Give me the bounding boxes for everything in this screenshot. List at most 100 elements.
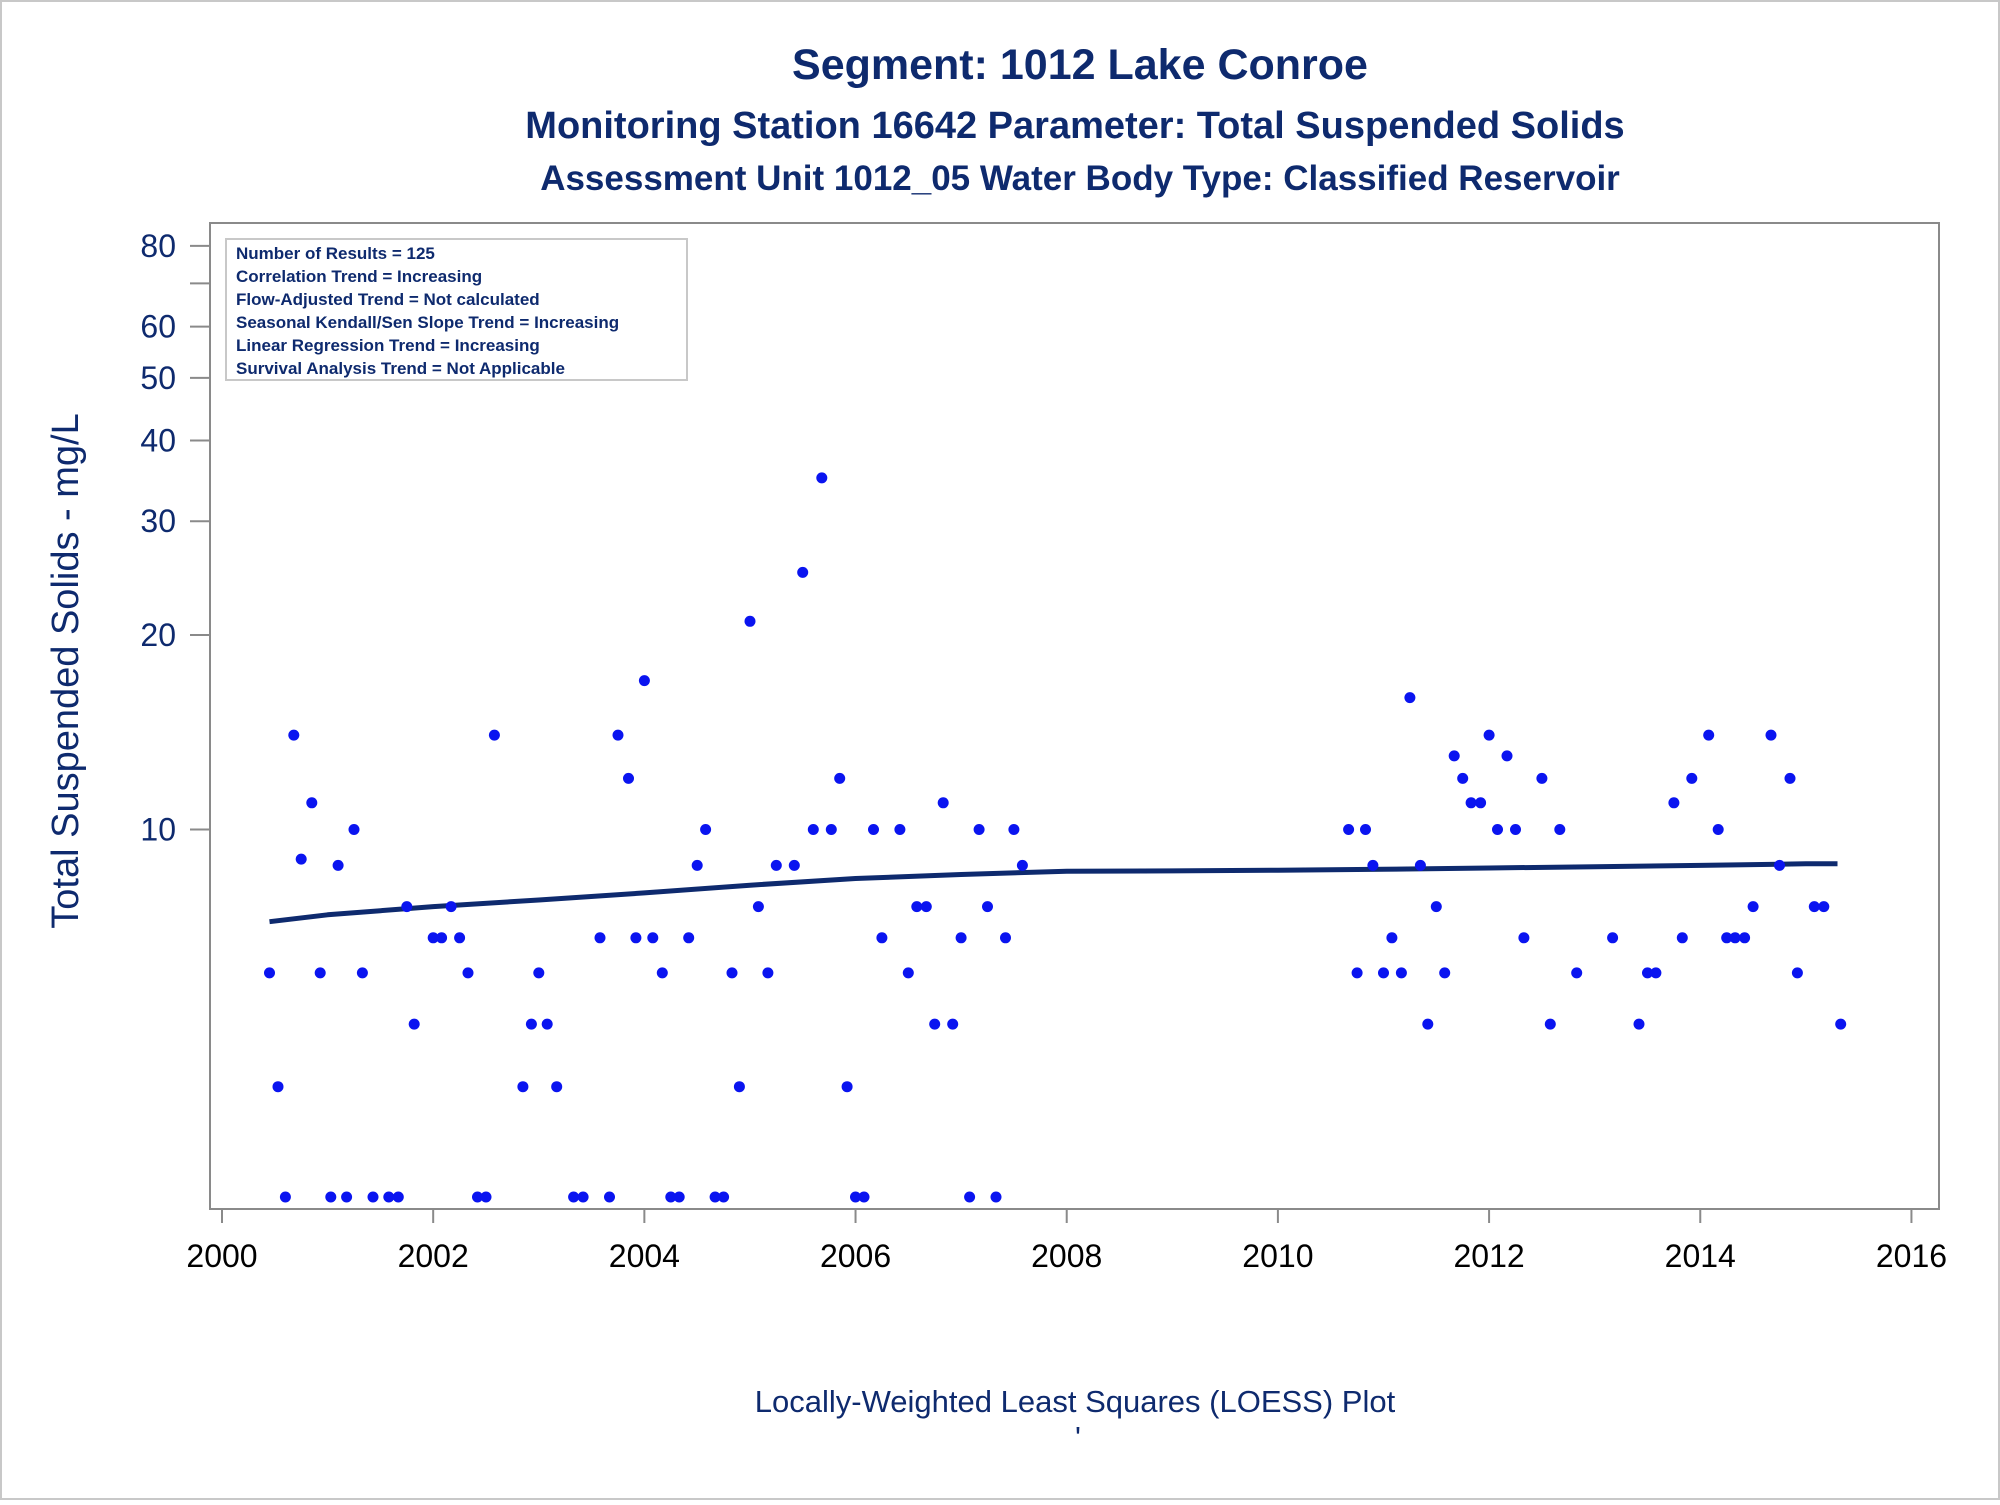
- info-linear-regression: Linear Regression Trend = Increasing: [236, 336, 540, 355]
- data-point: [1747, 901, 1759, 913]
- data-point: [427, 932, 439, 944]
- data-point: [480, 1191, 492, 1203]
- data-point: [807, 824, 819, 835]
- data-point: [665, 1191, 677, 1203]
- data-point: [306, 797, 318, 809]
- data-point: [733, 1081, 745, 1093]
- data-point: [1457, 772, 1469, 784]
- data-point: [1439, 967, 1451, 979]
- data-point: [1475, 797, 1487, 809]
- data-point: [1501, 750, 1513, 762]
- data-point: [1351, 967, 1363, 979]
- data-point: [1774, 859, 1785, 871]
- data-point: [1607, 932, 1619, 944]
- data-point: [858, 1191, 870, 1203]
- data-point: [647, 932, 659, 944]
- points-layer: [264, 240, 1847, 1203]
- data-point: [700, 824, 712, 835]
- data-point: [816, 472, 828, 484]
- y-tick-label: 80: [140, 228, 176, 264]
- data-point: [1544, 1018, 1556, 1030]
- data-point: [1395, 967, 1407, 979]
- data-point: [1784, 772, 1796, 784]
- info-box-border: [225, 238, 688, 381]
- data-point: [612, 729, 624, 741]
- data-point: [762, 967, 774, 979]
- data-point: [348, 824, 360, 835]
- chart-subtitle-assessment: Assessment Unit 1012_05 Water Body Type:…: [540, 159, 1620, 198]
- data-point: [1448, 750, 1460, 762]
- data-point: [850, 1191, 861, 1203]
- y-tick-label: 20: [140, 617, 176, 653]
- data-point: [551, 1081, 563, 1093]
- data-point: [1791, 967, 1803, 979]
- data-point: [577, 1191, 589, 1203]
- data-point: [604, 1191, 615, 1203]
- data-point: [264, 967, 275, 979]
- data-point: [1367, 859, 1379, 871]
- data-point: [1465, 797, 1477, 809]
- y-tick-label: 30: [140, 503, 176, 539]
- data-point: [673, 1191, 685, 1203]
- data-point: [392, 1191, 404, 1203]
- data-point: [1016, 859, 1028, 871]
- data-point: [1360, 824, 1371, 835]
- y-axis-label: Total Suspended Solids - mg/L: [45, 413, 87, 928]
- data-point: [462, 967, 474, 979]
- data-point: [1404, 692, 1416, 704]
- y-axis: 10 20 30 40 50 60 80: [140, 228, 210, 848]
- data-point: [1414, 859, 1426, 871]
- footnote: Locally-Weighted Least Squares (LOESS) P…: [755, 1384, 1396, 1419]
- data-point: [1510, 824, 1521, 835]
- y-tick-label: 40: [140, 422, 176, 458]
- data-point: [868, 824, 879, 835]
- data-point: [656, 967, 668, 979]
- plot-area: [209, 222, 1940, 1210]
- data-point: [1729, 932, 1741, 944]
- data-point: [1536, 772, 1548, 784]
- data-point: [1642, 967, 1653, 979]
- data-point: [1818, 901, 1830, 913]
- data-point: [1378, 967, 1389, 979]
- data-point: [272, 1081, 284, 1093]
- chart-subtitle-station: Monitoring Station 16642 Parameter: Tota…: [525, 105, 1624, 147]
- data-point: [1686, 772, 1698, 784]
- data-point: [797, 566, 809, 578]
- data-point: [517, 1081, 529, 1093]
- x-tick-label: 2010: [1242, 1238, 1313, 1274]
- data-point: [367, 1191, 379, 1203]
- data-point: [1835, 1018, 1847, 1030]
- y-tick-label: 60: [140, 309, 176, 345]
- data-point: [1518, 932, 1530, 944]
- data-point: [709, 1191, 721, 1203]
- data-point: [325, 1191, 337, 1203]
- footnote-mark: ': [1075, 1420, 1081, 1455]
- loess-layer: [269, 861, 1838, 925]
- data-point: [279, 1191, 291, 1203]
- data-point: [718, 1191, 730, 1203]
- data-point: [825, 824, 837, 835]
- x-axis: 2000 2002 2004 2006 2008 2010 2012 2014 2016: [186, 1209, 1947, 1274]
- data-point: [1712, 824, 1724, 835]
- data-point: [623, 772, 634, 784]
- data-point: [1554, 824, 1566, 835]
- data-point: [356, 967, 368, 979]
- x-tick-label: 2000: [186, 1238, 257, 1274]
- data-point: [638, 675, 650, 687]
- y-tick-label: 50: [140, 360, 176, 396]
- data-point: [1571, 967, 1583, 979]
- data-point: [691, 859, 703, 871]
- info-results: Number of Results = 125: [236, 244, 435, 263]
- data-point: [533, 967, 545, 979]
- info-survival: Survival Analysis Trend = Not Applicable: [236, 359, 565, 378]
- data-point: [1650, 967, 1662, 979]
- data-point: [911, 901, 923, 913]
- data-point: [937, 797, 949, 809]
- data-point: [973, 824, 985, 835]
- data-point: [964, 1191, 976, 1203]
- data-point: [990, 1191, 1002, 1203]
- data-point: [894, 824, 906, 835]
- data-point: [788, 859, 800, 871]
